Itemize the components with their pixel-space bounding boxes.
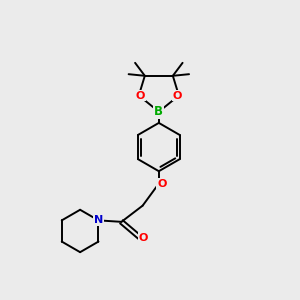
Text: N: N [94, 215, 103, 225]
Text: O: O [172, 91, 182, 100]
Text: O: O [157, 178, 167, 189]
Text: O: O [136, 91, 145, 100]
Text: B: B [154, 105, 163, 118]
Text: O: O [139, 233, 148, 243]
